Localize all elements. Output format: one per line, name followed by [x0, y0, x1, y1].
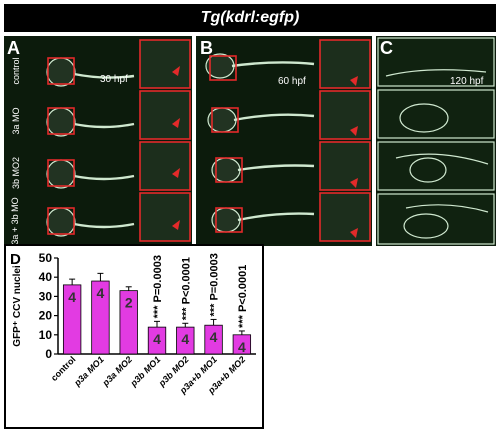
bar [204, 324, 223, 355]
embryo-b2 [207, 107, 315, 133]
y-tick-label: 0 [45, 347, 52, 361]
y-tick-label: 50 [39, 251, 53, 265]
significance-label: *** P=0.0003 [209, 253, 221, 316]
n-label: 2 [125, 295, 133, 311]
figure-title: Tg(kdrl:egfp) [4, 4, 496, 32]
embryo-b3 [211, 157, 315, 183]
n-label: 4 [238, 339, 246, 355]
y-tick-label: 10 [39, 328, 53, 342]
panel-a: A 30 hpf control 3a MO 3b MO2 3a + 3b MO [4, 36, 192, 246]
panel-d-label: D [10, 251, 21, 268]
panel-b-label: B [200, 38, 213, 58]
bar [119, 290, 138, 355]
x-tick-label: p3a MO1 [72, 354, 106, 388]
panel-a-stage: 30 hpf [100, 74, 128, 85]
n-label: 4 [68, 289, 76, 305]
panel-b: B 60 hpf [196, 36, 372, 246]
panel-a-micrographs [46, 39, 191, 242]
y-axis-label: GFP⁺ CCV nuclei [12, 265, 23, 347]
row-label-3b-mo2: 3b MO2 [11, 157, 21, 190]
embryo-a3 [46, 159, 135, 189]
panel-c: C 120 hpf [376, 36, 496, 246]
significance-label: *** P=0.0003 [152, 255, 164, 318]
n-label: 4 [153, 331, 161, 347]
x-tick-label: p3a MO2 [100, 354, 134, 388]
significance-label: *** P<0.0001 [180, 257, 192, 320]
n-label: 4 [97, 285, 105, 301]
embryo-a1 [46, 57, 135, 87]
bar [62, 284, 82, 355]
embryo-b1 [205, 53, 315, 79]
row-label-3a-mo: 3a MO [11, 107, 21, 135]
panel-c-stage: 120 hpf [450, 76, 484, 87]
panel-b-micrographs [205, 39, 371, 242]
bar [91, 280, 110, 355]
panel-c-micrographs [377, 37, 495, 245]
embryo-b4 [211, 207, 315, 233]
bar-chart: D GFP⁺ CCV nuclei 010203040504control4p3… [10, 251, 256, 396]
row-label-control: control [11, 57, 21, 85]
panel-d: D GFP⁺ CCV nuclei 0 10 20 30 40 50 4 control 4 p3… [4, 244, 264, 429]
panel-c-label: C [380, 38, 393, 58]
y-tick-label: 20 [39, 309, 53, 323]
embryo-a4 [46, 207, 135, 237]
row-label-3a-3b-mo: 3a + 3b MO [10, 197, 20, 245]
x-tick-label: p3b MO1 [128, 354, 163, 389]
panel-b-stage: 60 hpf [278, 76, 306, 87]
n-label: 4 [181, 331, 189, 347]
y-tick-label: 40 [39, 270, 53, 284]
n-label: 4 [210, 329, 218, 345]
panel-a-label: A [7, 38, 20, 58]
embryo-a2 [46, 107, 135, 137]
y-tick-label: 30 [39, 289, 53, 303]
significance-label: *** P<0.0001 [237, 265, 249, 328]
